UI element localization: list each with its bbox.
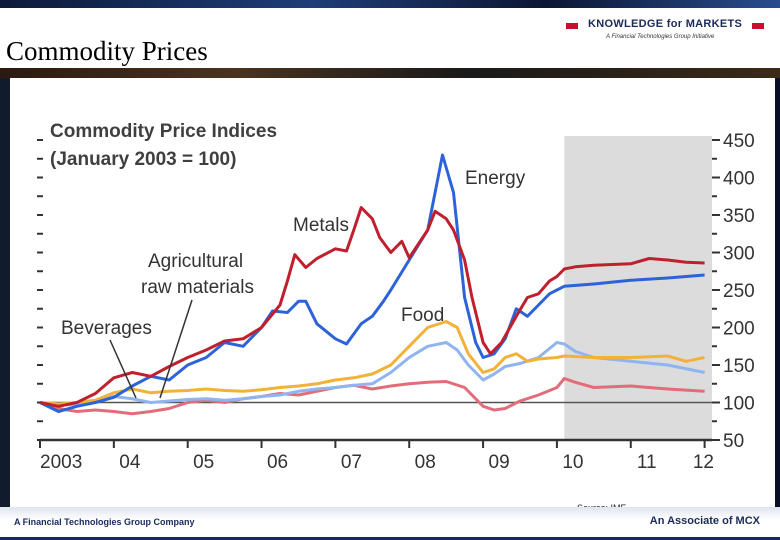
y-tick-label: 350 (723, 206, 755, 227)
x-tick-label: 12 (693, 452, 714, 473)
x-tick-label: 06 (267, 452, 288, 473)
series-line-food (39, 320, 705, 406)
y-tick-label: 200 (723, 319, 755, 340)
left-edge (0, 78, 10, 508)
x-tick-label: 07 (341, 452, 362, 473)
series-line-metals (39, 206, 705, 408)
x-tick-label: 05 (193, 452, 214, 473)
series-label: Food (401, 305, 444, 326)
series-label: Metals (293, 215, 349, 236)
y-tick-label: 250 (723, 281, 755, 302)
forecast-shade (564, 136, 712, 440)
top-banner-strip (0, 0, 780, 8)
y-tick-label: 150 (723, 356, 755, 377)
brand-left-bar (566, 23, 578, 29)
chart-title: Commodity Price Indices (50, 121, 277, 142)
series-line-beverages (39, 377, 705, 416)
chart-subtitle: (January 2003 = 100) (50, 149, 236, 170)
y-tick-label: 100 (723, 394, 755, 415)
y-tick-label: 50 (723, 431, 744, 452)
brand-right-bar (752, 23, 764, 29)
slide-header (0, 8, 780, 68)
y-tick-label: 300 (723, 244, 755, 265)
footer-company: A Financial Technologies Group Company (14, 517, 195, 527)
x-tick-label: 11 (637, 452, 657, 473)
x-tick-label: 04 (119, 452, 141, 473)
x-tick-label: 2003 (40, 452, 82, 473)
beverages-leader-line (109, 339, 137, 399)
slide-footer: A Financial Technologies Group Company A… (0, 507, 780, 540)
brand-logo: KNOWLEDGE for MARKETS A Financial Techno… (566, 18, 776, 48)
agri-leader-line (159, 299, 193, 399)
brand-name: KNOWLEDGE for MARKETS (588, 18, 743, 30)
commodity-price-chart: Commodity Price Indices (January 2003 = … (37, 121, 755, 473)
slide-title: Commodity Prices (6, 36, 208, 66)
brand-tagline: A Financial Technologies Group Initiativ… (606, 34, 715, 40)
x-tick-label: 10 (562, 452, 583, 473)
footer-associate: An Associate of MCX (649, 515, 760, 527)
decorative-band (0, 68, 780, 78)
y-tick-label: 400 (723, 169, 755, 190)
series-label: Energy (465, 168, 526, 189)
series-line-agricultural-raw-materials (39, 341, 705, 407)
series-label: Beverages (61, 318, 152, 339)
right-edge (775, 78, 780, 508)
series-line-energy (39, 153, 705, 413)
series-label: Agricultural (148, 251, 243, 272)
x-tick-label: 08 (415, 452, 436, 473)
chart-frame: Commodity Price Indices (January 2003 = … (10, 78, 775, 498)
footer-line (0, 537, 780, 540)
x-tick-label: 09 (489, 452, 510, 473)
series-label: raw materials (141, 277, 254, 298)
y-tick-label: 450 (723, 131, 755, 152)
